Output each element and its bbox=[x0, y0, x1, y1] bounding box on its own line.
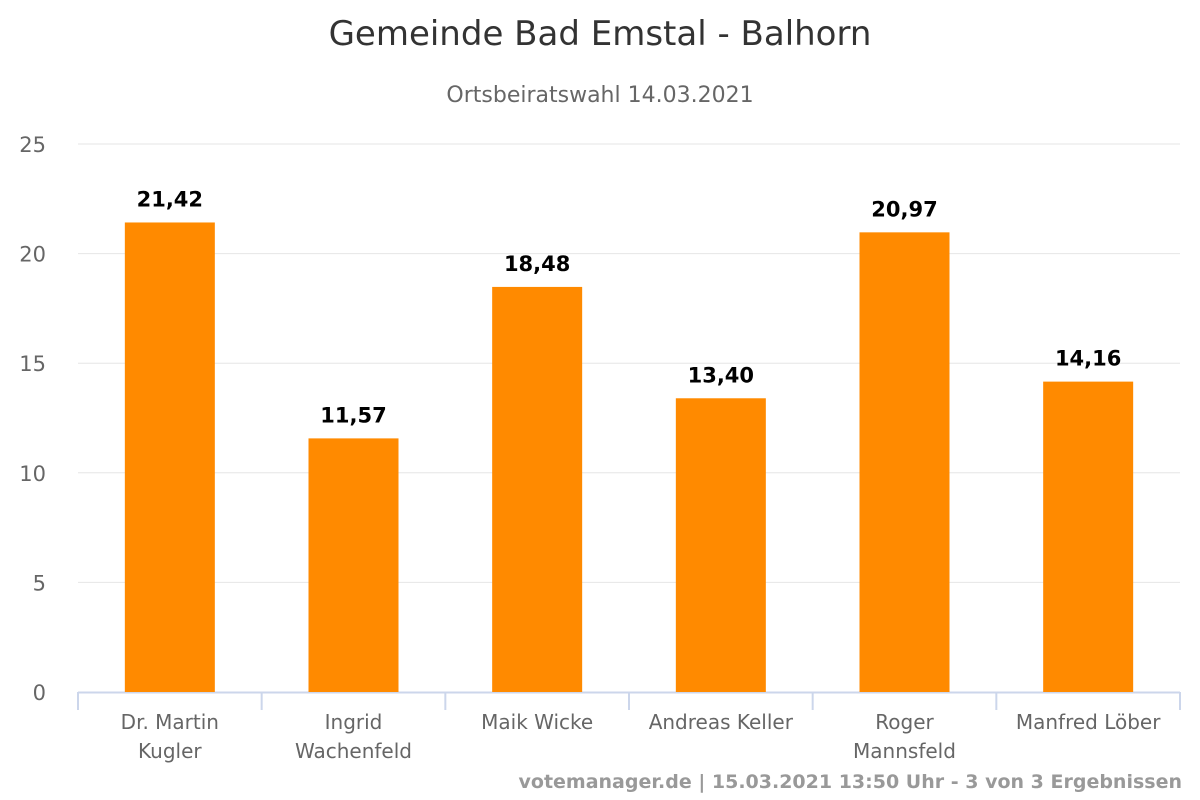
chart-title: Gemeinde Bad Emstal - Balhorn bbox=[328, 14, 872, 54]
credits-text: votemanager.de | 15.03.2021 13:50 Uhr - … bbox=[518, 771, 1183, 793]
x-tick-label-line: Wachenfeld bbox=[295, 739, 412, 763]
x-tick-label: Maik Wicke bbox=[481, 710, 593, 734]
y-tick-label: 0 bbox=[33, 681, 46, 705]
y-tick-label: 15 bbox=[19, 352, 46, 376]
bar bbox=[308, 438, 399, 692]
y-tick-label: 5 bbox=[33, 571, 46, 595]
y-tick-label: 25 bbox=[19, 133, 46, 157]
data-label: 13,40 bbox=[688, 363, 754, 387]
x-tick-label-line: Andreas Keller bbox=[649, 710, 794, 734]
x-tick-label-line: Roger bbox=[875, 710, 934, 734]
x-tick-label-line: Kugler bbox=[138, 739, 202, 763]
x-tick-label-line: Maik Wicke bbox=[481, 710, 593, 734]
bar bbox=[124, 222, 215, 692]
data-label: 18,48 bbox=[504, 252, 570, 276]
data-label: 20,97 bbox=[871, 197, 937, 221]
x-tick-label: Ingrid Wachenfeld bbox=[295, 710, 412, 763]
x-tick-label-line: Ingrid bbox=[325, 710, 383, 734]
data-label: 11,57 bbox=[320, 403, 386, 427]
x-tick-label-line: Mannsfeld bbox=[853, 739, 956, 763]
x-tick-label: Manfred Löber bbox=[1016, 710, 1161, 734]
x-tick-label-line: Dr. Martin bbox=[121, 710, 219, 734]
data-label: 14,16 bbox=[1055, 347, 1121, 371]
y-tick-label: 20 bbox=[19, 243, 46, 267]
data-label: 21,42 bbox=[137, 187, 203, 211]
bar bbox=[675, 398, 766, 692]
bar bbox=[492, 286, 583, 692]
bar bbox=[1043, 381, 1134, 692]
x-tick-label: Dr. Martin Kugler bbox=[121, 710, 219, 763]
chart-subtitle: Ortsbeiratswahl 14.03.2021 bbox=[446, 83, 754, 108]
y-tick-label: 10 bbox=[19, 462, 46, 486]
x-tick-label-line: Manfred Löber bbox=[1016, 710, 1161, 734]
x-tick-label: Andreas Keller bbox=[649, 710, 794, 734]
bar bbox=[859, 232, 950, 693]
x-tick-label: Roger Mannsfeld bbox=[853, 710, 956, 763]
